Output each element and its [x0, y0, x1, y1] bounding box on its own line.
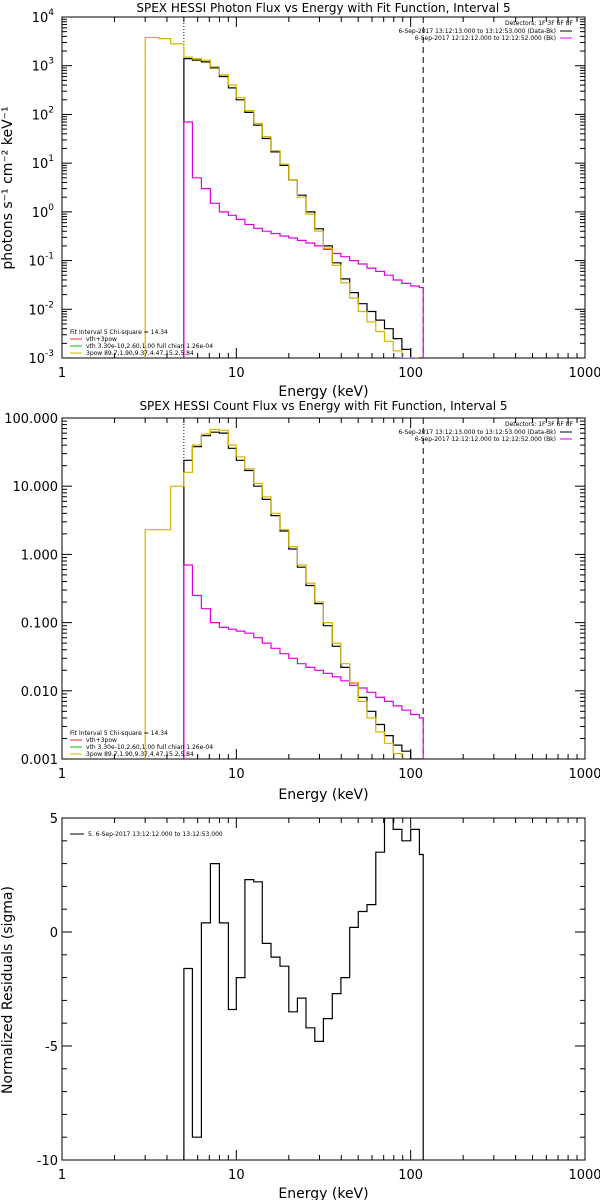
legend-item: vth 3.30e-10,2.60,1.00 full chian 1.26e-… — [86, 343, 213, 350]
x-tick-label: 1000 — [568, 366, 600, 381]
interval-label: 6-Sep-2017 13:12:13.000 to 13:12:53.000 … — [398, 28, 556, 35]
series-line-bk — [183, 564, 424, 759]
x-tick-label: 10 — [228, 767, 245, 782]
y-tick-label: 100.000 — [4, 412, 58, 427]
x-tick-label: 1 — [58, 767, 66, 782]
y-axis-label: Normalized Residuals (sigma) — [0, 886, 16, 1094]
x-tick-label: 100 — [398, 767, 423, 782]
count-flux-panel: 1 10 100 1000 0.001 0.010 0.100 1.000 10.000 100.… — [4, 399, 600, 803]
y-tick-label: 0.001 — [21, 753, 58, 768]
legend-item: 3pow 89.7,1.90,9.37,4.47,15.2,5.84 — [86, 751, 194, 758]
x-axis-label: Energy (keV) — [278, 384, 368, 400]
x-tick-label: 100 — [398, 366, 423, 381]
series-group — [144, 428, 424, 759]
series-line-vth-3pow — [144, 36, 420, 358]
y-tick-label: 0.100 — [21, 617, 58, 632]
chart-title: SPEX HESSI Count Flux vs Energy with Fit… — [139, 399, 507, 413]
plot-frame — [61, 417, 586, 760]
y-tick-label: 100 — [32, 203, 55, 221]
fit-legend-heading: Fit Interval 5 Chi-square = 14.34 — [70, 329, 168, 336]
fit-legend-heading: Fit Interval 5 Chi-square = 14.34 — [70, 730, 168, 737]
residual-legend-label: 5. 6-Sep-2017 13:12:12.000 to 13:12:53.0… — [88, 831, 223, 838]
series-line-data-bk — [183, 431, 424, 759]
y-tick-label: 10-1 — [28, 252, 54, 270]
residuals-panel: 1 10 100 1000 -10 -5 0 5 Energy (keV) Normalized … — [0, 812, 600, 1200]
x-tick-label: 1000 — [568, 767, 600, 782]
y-tick-label: 0.010 — [21, 685, 58, 700]
x-tick-label: 10 — [228, 366, 245, 381]
legend-item: 3pow 89.7,1.90,9.37,4.47,15.2,5.84 — [86, 350, 194, 357]
x-axis-label: Energy (keV) — [278, 787, 368, 803]
x-tick-label: 10 — [228, 1168, 245, 1183]
y-tick-label: 1.000 — [21, 548, 58, 563]
plot-frame — [61, 817, 586, 1161]
detectors-label: Detectors: 1F 3F 6F 8F — [505, 421, 574, 428]
interval-label: 6-Sep-2017 12:12:12.000 to 12:12:52.000 … — [415, 35, 556, 42]
legend-item: vth+3pow — [86, 336, 117, 343]
series-group — [183, 818, 424, 1160]
y-tick-label: 10.000 — [13, 480, 59, 495]
y-tick-label: 102 — [32, 105, 54, 123]
y-tick-label: -10 — [37, 1154, 58, 1169]
detectors-label: Detectors: 1F 3F 6F 8F — [505, 20, 574, 27]
chart-title: SPEX HESSI Photon Flux vs Energy with Fi… — [136, 1, 510, 15]
series-group — [144, 36, 424, 358]
series-line-bk — [183, 121, 424, 358]
legend-item: vth 3.30e-10,2.60,1.00 full chian 1.26e-… — [86, 744, 213, 751]
y-tick-label: 5 — [50, 812, 58, 827]
y-axis-label: photons s⁻¹ cm⁻² keV⁻¹ — [0, 106, 16, 269]
legend-item: vth+3pow — [86, 737, 117, 744]
x-tick-label: 1 — [58, 1168, 66, 1183]
series-line-vth-3pow — [144, 428, 403, 759]
y-tick-label: 10-3 — [28, 349, 54, 367]
x-tick-label: 1 — [58, 366, 66, 381]
x-axis-label: Energy (keV) — [278, 1186, 368, 1200]
x-tick-label: 1000 — [568, 1168, 600, 1183]
interval-label: 6-Sep-2017 12:12:12.000 to 12:12:52.000 … — [415, 436, 556, 443]
series-line-residuals — [183, 818, 424, 1160]
interval-label: 6-Sep-2017 13:12:13.000 to 13:12:53.000 … — [398, 429, 556, 436]
series-line-data-bk — [183, 58, 424, 358]
plot-frame — [61, 16, 586, 359]
y-tick-label: -5 — [45, 1040, 58, 1055]
y-tick-label: 0 — [50, 926, 58, 941]
y-tick-label: 101 — [32, 154, 54, 172]
x-tick-label: 100 — [398, 1168, 423, 1183]
photon-flux-panel: 1 10 100 1000 10-3 10-2 10-1 100 101 102 103 104 SPE… — [0, 1, 600, 400]
y-tick-label: 10-2 — [28, 300, 54, 318]
y-tick-label: 104 — [32, 8, 55, 26]
y-tick-label: 103 — [32, 57, 54, 75]
